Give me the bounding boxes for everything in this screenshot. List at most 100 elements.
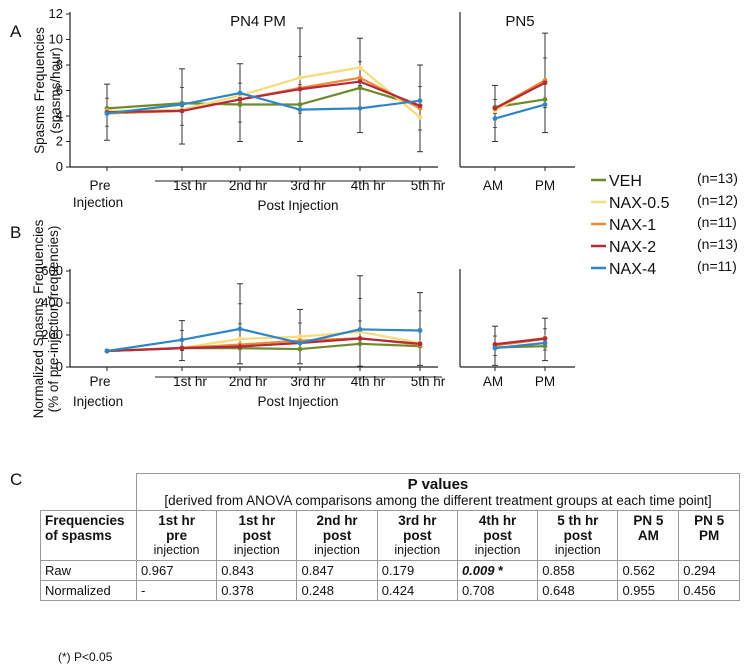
x-tick-label-side: AM [483, 178, 503, 193]
panel-letter-b: B [10, 223, 22, 242]
data-point-nax-4 [357, 327, 363, 332]
data-point-veh [297, 346, 303, 352]
column-header: PN 5 AM [617, 510, 680, 561]
row-label: Normalized [40, 580, 137, 601]
data-point-side-nax-2 [492, 105, 498, 111]
data-point-side-nax-4 [492, 345, 498, 351]
table-cell: 0.294 [678, 560, 740, 581]
table-footnote: (*) P<0.05 [58, 650, 113, 664]
data-point-nax-0-5 [357, 65, 363, 70]
y-tick-label: 8 [56, 57, 63, 72]
data-point-nax-4 [417, 98, 423, 104]
x-tick-label-side: PM [535, 374, 555, 389]
series-line-nax-0-5 [106, 66, 421, 119]
table-row: Raw 0.967 0.843 0.847 0.179 0.009 * 0.858 0.562… [40, 560, 740, 581]
x-tick-label: 2nd hr [229, 178, 268, 193]
series-line-side-nax-4 [494, 103, 546, 120]
data-point-side-veh [542, 97, 548, 102]
table-cell: 0.009 * [456, 560, 539, 581]
x-group-label: Post Injection [257, 198, 338, 213]
series-line-nax-4 [106, 327, 421, 353]
data-point-nax-2 [179, 108, 185, 114]
data-point-veh [357, 85, 363, 91]
y-tick-label: 4 [56, 108, 63, 123]
series-line-veh [106, 86, 421, 110]
data-point-nax-4 [179, 337, 185, 343]
x-tick-label: Pre [89, 178, 110, 193]
y-tick-label: 400 [41, 295, 63, 310]
y-tick-label: 10 [49, 32, 63, 47]
table-title-cell: P values [derived from ANOVA comparisons… [135, 473, 741, 511]
x-tick-label: 3rd hr [290, 374, 326, 389]
y-tick-label: 12 [49, 6, 63, 21]
data-point-veh [357, 341, 363, 347]
table-cell: 0.424 [376, 580, 458, 601]
data-point-nax-0-5 [237, 336, 243, 342]
legend-count-veh: (n=13) [697, 170, 738, 186]
x-tick-label: 4th hr [351, 178, 386, 193]
y-tick-label: 600 [41, 263, 63, 278]
table-cell: - [135, 580, 218, 601]
series-line-side-nax-2 [494, 81, 546, 110]
data-point-side-nax-2 [492, 341, 498, 347]
legend-label-nax-2: NAX-2 [609, 239, 656, 256]
data-point-nax-4 [237, 90, 243, 96]
data-point-nax-2 [179, 345, 185, 351]
panel-letter-a: A [10, 22, 22, 41]
y-tick-label: 0 [56, 359, 63, 374]
table-cell: 0.248 [296, 580, 378, 601]
x-tick-label-side: AM [483, 374, 503, 389]
column-header: 1st hr pre injection [135, 510, 218, 561]
table-header-row: Frequencies of spasms 1st hr pre injection 1s… [40, 510, 740, 561]
data-point-nax-2 [417, 341, 423, 347]
column-header: 5 th hr post injection [537, 510, 619, 561]
legend-label-veh: VEH [609, 173, 642, 190]
series-line-side-nax-2 [494, 337, 546, 346]
table-cell: 0.378 [216, 580, 298, 601]
data-point-nax-2 [237, 97, 243, 102]
x-tick-label: 3rd hr [290, 178, 326, 193]
data-point-nax-4 [104, 348, 110, 354]
data-point-nax-4 [417, 328, 423, 333]
table-cell: 0.843 [216, 560, 298, 581]
data-point-side-nax-4 [542, 102, 548, 107]
row-label: Raw [40, 560, 137, 581]
y-axis-label: Normalized Spasms Frequencies [31, 219, 46, 418]
charts-svg: 0 2 4 6 8 10 12 Pre 1st hr 2nd hr 3rd hr 4th hr 5th … [31, 6, 738, 418]
x-sublabel-injection: Injection [73, 394, 123, 409]
column-header: PN 5 PM [678, 510, 740, 561]
y-tick-label: 200 [41, 327, 63, 342]
table-cell: 0.858 [537, 560, 619, 581]
data-point-nax-2 [357, 336, 363, 341]
data-point-veh [297, 102, 303, 107]
data-point-nax-0-5 [297, 75, 303, 81]
column-header: 3rd hr post injection [376, 510, 458, 561]
series-line-side-nax-4 [494, 341, 546, 350]
data-point-side-nax-2 [542, 336, 548, 341]
table-row: Normalized -0.378 0.248 0.424 0.708 0.648 0.95… [40, 580, 740, 601]
data-point-side-nax-4 [542, 340, 548, 346]
y-tick-label: 2 [56, 134, 63, 149]
y-tick-label: 0 [56, 159, 63, 174]
pvalue-table: P values [derived from ANOVA comparisons… [40, 473, 741, 601]
data-point-nax-4 [297, 107, 303, 113]
series-line-nax-2 [106, 337, 421, 353]
data-point-nax-4 [104, 111, 110, 116]
data-point-nax-4 [357, 105, 363, 111]
panel-letter-c: C [10, 470, 23, 489]
table-cell: 0.562 [617, 560, 680, 581]
data-point-veh [237, 102, 243, 107]
panel-title: PN4 PM [230, 13, 286, 30]
table-cell: 0.179 [376, 560, 458, 581]
table-title: P values [407, 476, 469, 493]
data-point-side-nax-4 [492, 116, 498, 121]
table-corner-blank [40, 473, 137, 511]
pvalue-table-container: P values [derived from ANOVA comparisons… [40, 473, 741, 601]
legend-count-nax-1: (n=11) [697, 214, 737, 230]
table-cell: 0.967 [135, 560, 218, 581]
data-point-nax-2 [357, 79, 363, 84]
row-header-label: Frequencies of spasms [40, 510, 137, 561]
series-line-nax-2 [106, 80, 421, 114]
y-axis-label: Spasms Frequencies [32, 27, 47, 154]
x-tick-label: 5th hr [411, 178, 446, 193]
